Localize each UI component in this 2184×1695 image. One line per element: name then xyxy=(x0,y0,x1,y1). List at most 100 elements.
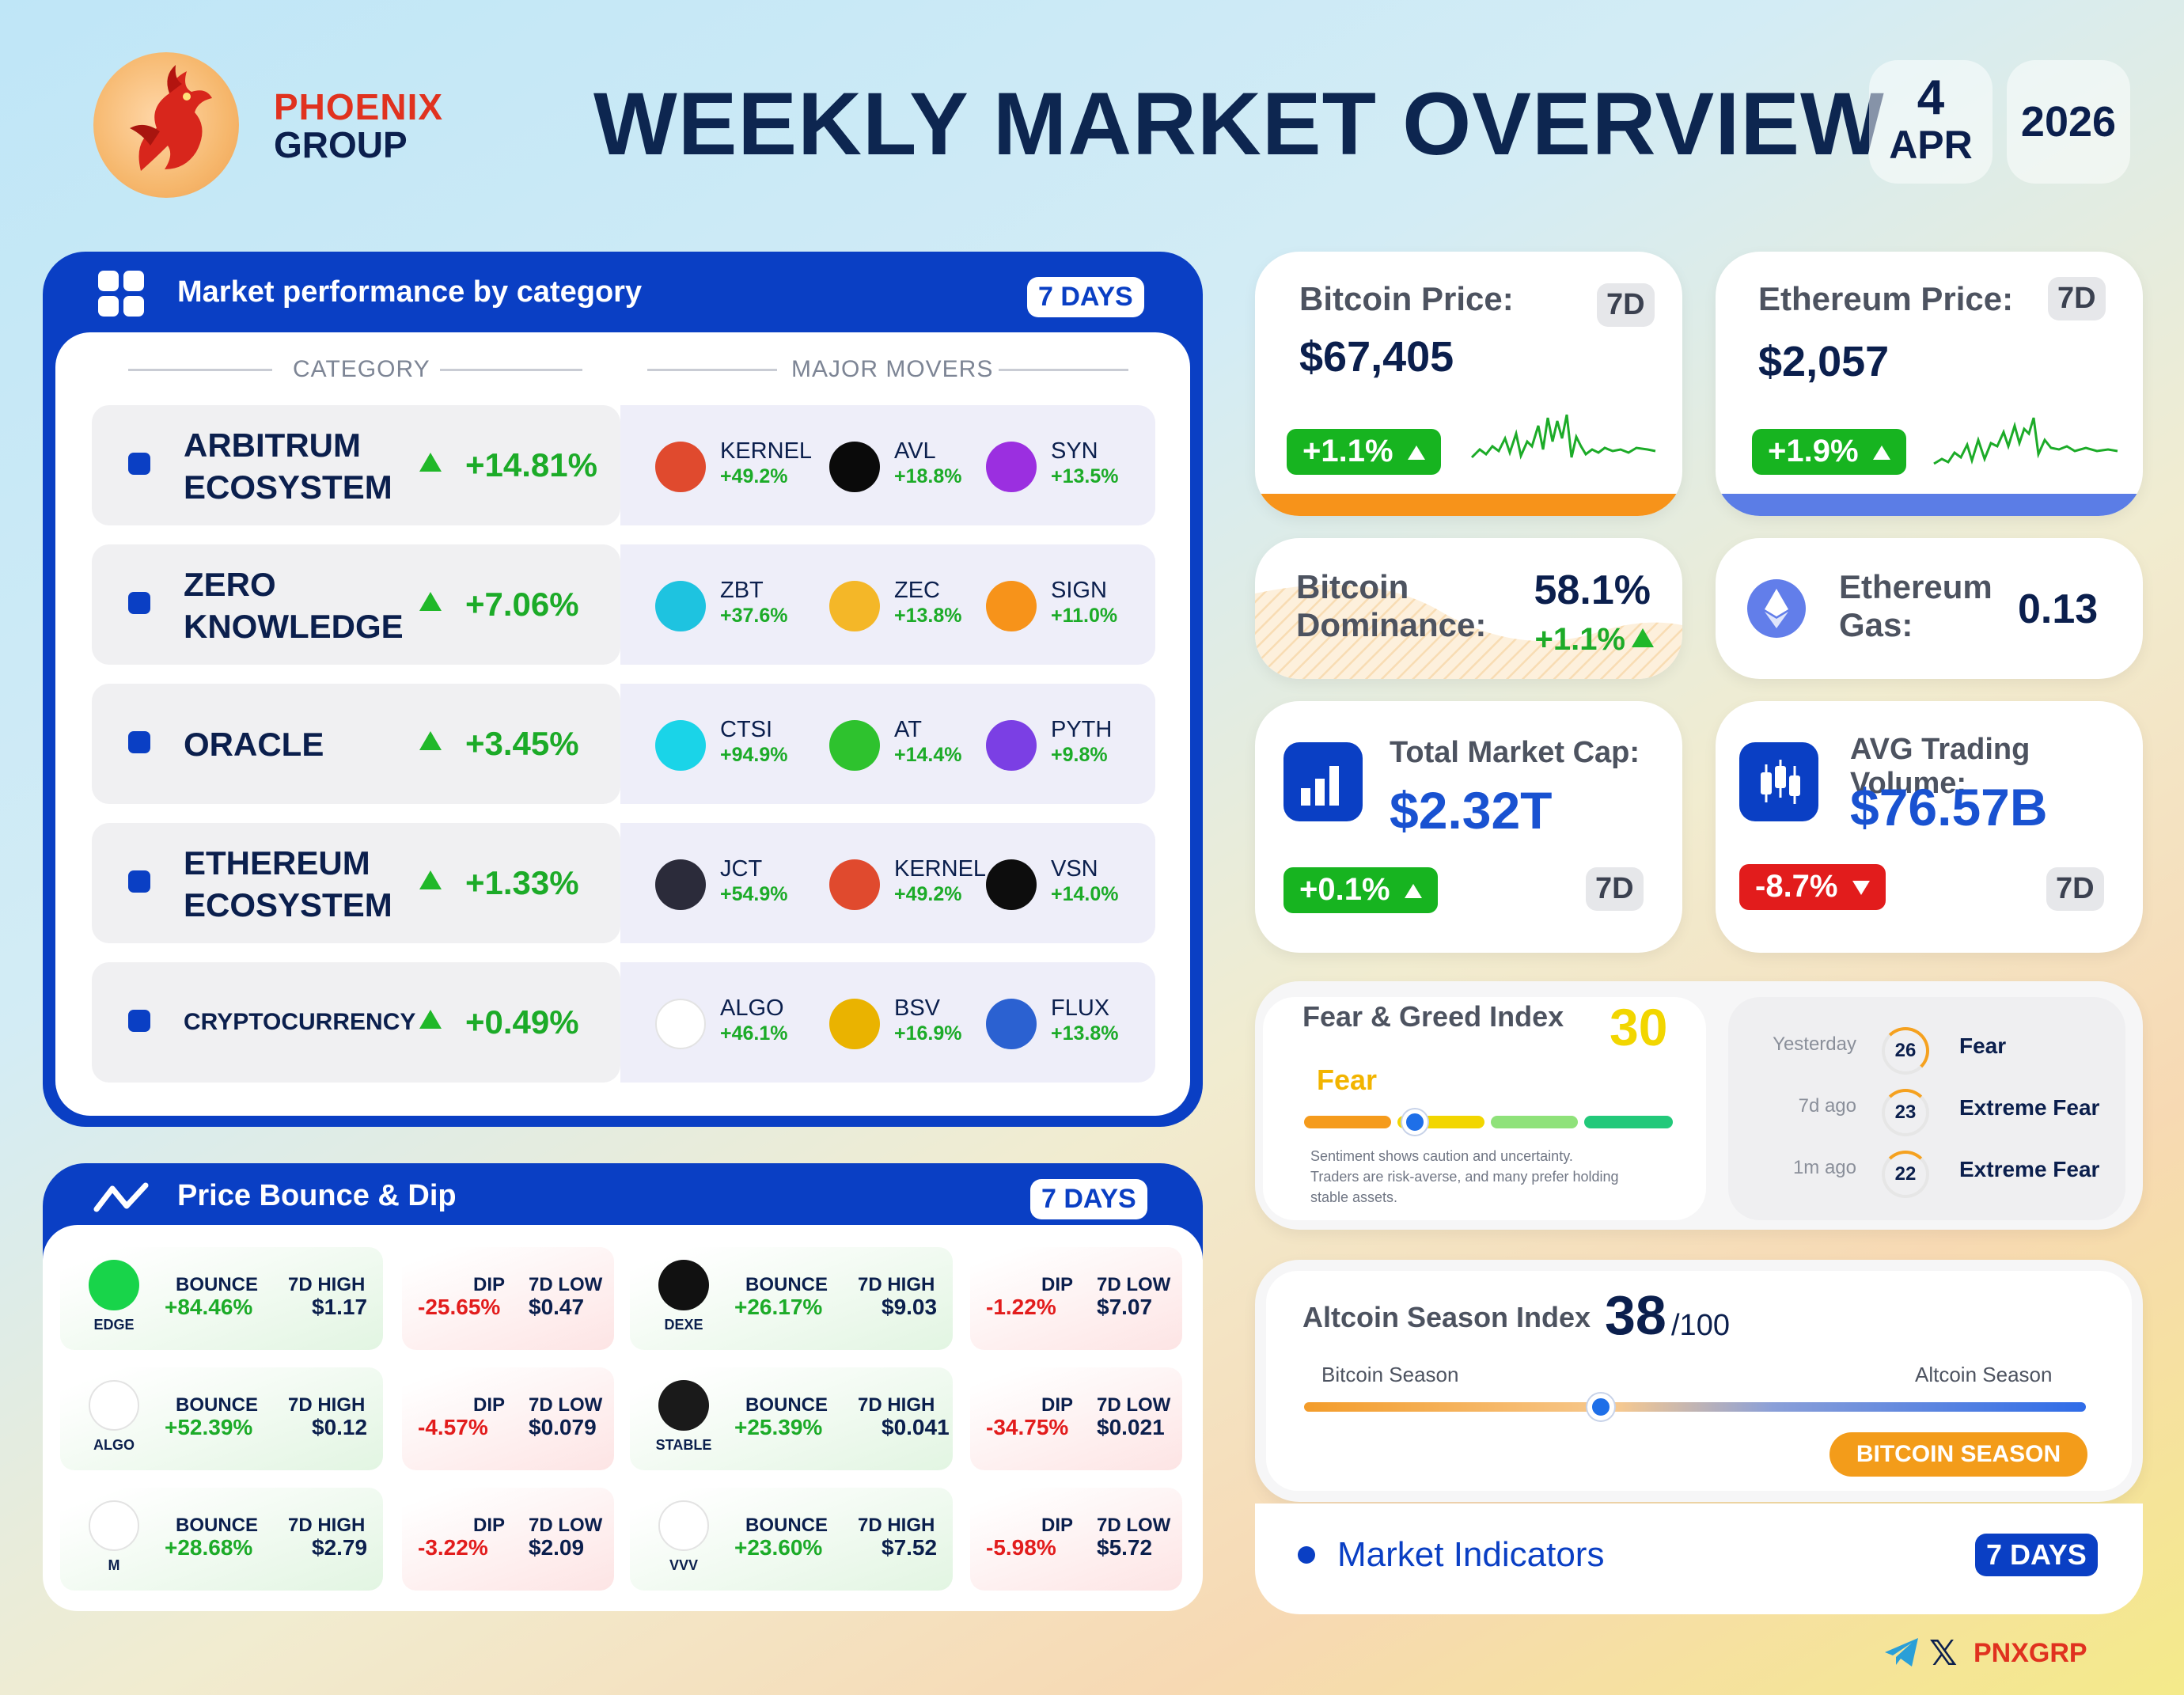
mover-item[interactable]: CTSI +94.9% xyxy=(655,717,821,772)
volume-label: AVG Trading Volume: xyxy=(1850,733,2030,800)
mover-item[interactable]: ALGO +46.1% xyxy=(655,995,821,1051)
mover-item[interactable]: SIGN +11.0% xyxy=(986,578,1152,633)
mover-item[interactable]: BSV +16.9% xyxy=(829,995,995,1051)
history-label: Extreme Fear xyxy=(1959,1157,2100,1181)
mover-item[interactable]: FLUX +13.8% xyxy=(986,995,1152,1051)
mover-change: +14.0% xyxy=(1051,883,1119,905)
mover-item[interactable]: JCT +54.9% xyxy=(655,856,821,912)
market-cap-card: Total Market Cap: $2.32T +0.1% 7D xyxy=(1255,701,1682,953)
high-label: 7D HIGH xyxy=(858,1515,935,1536)
movers-cell xyxy=(620,405,1155,525)
category-row: ZERO KNOWLEDGE +7.06% ZBT +37.6% ZEC +13.8% SIG… xyxy=(92,544,1155,665)
mover-item[interactable]: VSN +14.0% xyxy=(986,856,1152,912)
mover-name: PYTH xyxy=(1051,717,1113,742)
low-label: 7D LOW xyxy=(529,1394,603,1416)
mover-item[interactable]: ZBT +37.6% xyxy=(655,578,821,633)
telegram-icon[interactable] xyxy=(1883,1636,1920,1672)
up-arrow-icon xyxy=(419,1010,442,1029)
m-icon xyxy=(89,1500,139,1551)
edge-icon xyxy=(89,1260,139,1310)
high-value: $2.79 xyxy=(312,1535,368,1560)
mover-item[interactable]: KERNEL +49.2% xyxy=(829,856,995,912)
bounce-card: ALGO BOUNCE +52.39% 7D HIGH $0.12 xyxy=(60,1367,383,1470)
date-month: APR xyxy=(1889,123,1973,167)
ticker-label: M xyxy=(108,1557,120,1573)
dip-value: -3.22% xyxy=(418,1535,488,1560)
low-value: $7.07 xyxy=(1097,1295,1153,1319)
altcoin-season-label: Altcoin Season xyxy=(1915,1363,2053,1386)
dip-value: -1.22% xyxy=(986,1295,1056,1319)
bounce-dip-title: Price Bounce & Dip xyxy=(177,1179,457,1212)
mover-change: +94.9% xyxy=(720,744,788,766)
stable-icon xyxy=(658,1380,709,1431)
category-bullet xyxy=(128,592,150,614)
mover-item[interactable]: AT +14.4% xyxy=(829,717,995,772)
altseason-title: Altcoin Season Index xyxy=(1302,1301,1591,1333)
ethereum-price-card: Ethereum Price: 7D $2,057 +1.9% xyxy=(1716,252,2143,516)
bounce-label: BOUNCE xyxy=(176,1394,259,1416)
mover-name: AT xyxy=(894,717,922,742)
mover-item[interactable]: PYTH +9.8% xyxy=(986,717,1152,772)
history-when: 1m ago xyxy=(1792,1157,1856,1178)
bounce-card: EDGE BOUNCE +84.46% 7D HIGH $1.17 xyxy=(60,1247,383,1350)
jct-icon xyxy=(655,859,706,910)
category-change: +14.81% xyxy=(465,446,597,483)
gas-label: Ethereum Gas: xyxy=(1839,568,1993,644)
mover-item[interactable]: AVL +18.8% xyxy=(829,438,995,494)
candlestick-icon xyxy=(1739,742,1818,821)
bitcoin-price-card: Bitcoin Price: 7D $67,405 +1.1% xyxy=(1255,252,1682,516)
x-icon[interactable]: 𝕏 xyxy=(1929,1634,1958,1673)
avl-icon xyxy=(829,442,880,492)
dip-label: DIP xyxy=(473,1274,506,1295)
fear-greed-meter xyxy=(1304,1109,1673,1135)
mover-change: +13.5% xyxy=(1051,465,1119,487)
category-cell xyxy=(92,823,620,943)
mover-name: JCT xyxy=(720,856,763,882)
mover-item[interactable]: ZEC +13.8% xyxy=(829,578,995,633)
history-when: 7d ago xyxy=(1798,1095,1856,1117)
history-value: 23 xyxy=(1882,1089,1929,1136)
bounce-value: +84.46% xyxy=(165,1295,253,1319)
fear-greed-state: Fear xyxy=(1317,1064,1378,1096)
bounce-value: +25.39% xyxy=(734,1415,823,1439)
high-label: 7D HIGH xyxy=(288,1394,366,1416)
bitcoin-dominance-card: Bitcoin Dominance: 58.1% +1.1% xyxy=(1255,538,1682,679)
dip-label: DIP xyxy=(473,1394,506,1416)
sign-icon xyxy=(986,581,1037,631)
footer-handle[interactable]: PNXGRP xyxy=(1974,1638,2087,1668)
movers-cell xyxy=(620,962,1155,1083)
mover-change: +14.4% xyxy=(894,744,962,766)
mcap-value: $2.32T xyxy=(1390,781,1553,840)
fg-desc-l1: Sentiment shows caution and uncertainty. xyxy=(1310,1148,1573,1164)
category-name-l1: ETHEREUM xyxy=(184,844,370,882)
high-value: $7.52 xyxy=(882,1535,938,1560)
volume-change: -8.7% xyxy=(1755,869,1838,904)
mcap-label: Total Market Cap: xyxy=(1390,736,1640,769)
phoenix-logo xyxy=(93,52,239,198)
up-arrow-icon xyxy=(419,453,442,472)
dip-card: DIP -1.22% 7D LOW $7.07 xyxy=(970,1247,1182,1350)
volume-change-pill: -8.7% xyxy=(1739,864,1886,910)
date-day-month: 4 APR xyxy=(1869,60,1993,184)
pyth-icon xyxy=(986,720,1037,771)
mover-name: ZEC xyxy=(894,578,940,603)
bounce-label: BOUNCE xyxy=(745,1515,828,1536)
category-name: ORACLE xyxy=(184,723,324,765)
mover-change: +13.8% xyxy=(894,605,962,627)
algo-icon xyxy=(655,999,706,1049)
mover-item[interactable]: SYN +13.5% xyxy=(986,438,1152,494)
eth-label: Ethereum Price: xyxy=(1758,280,2014,317)
brand-name-line1: PHOENIX xyxy=(274,86,444,127)
bounce-value: +52.39% xyxy=(165,1415,253,1439)
bounce-value: +28.68% xyxy=(165,1535,253,1560)
mover-item[interactable]: KERNEL +49.2% xyxy=(655,438,821,494)
kernel-icon xyxy=(655,442,706,492)
category-bullet xyxy=(128,1010,150,1032)
col-category: CATEGORY xyxy=(293,356,430,382)
date-year: 2026 xyxy=(2007,60,2130,184)
at-icon xyxy=(829,720,880,771)
dip-value: -25.65% xyxy=(418,1295,501,1319)
low-value: $0.47 xyxy=(529,1295,585,1319)
dominance-label-l2: Dominance: xyxy=(1296,606,1487,643)
high-value: $0.041 xyxy=(882,1415,950,1439)
